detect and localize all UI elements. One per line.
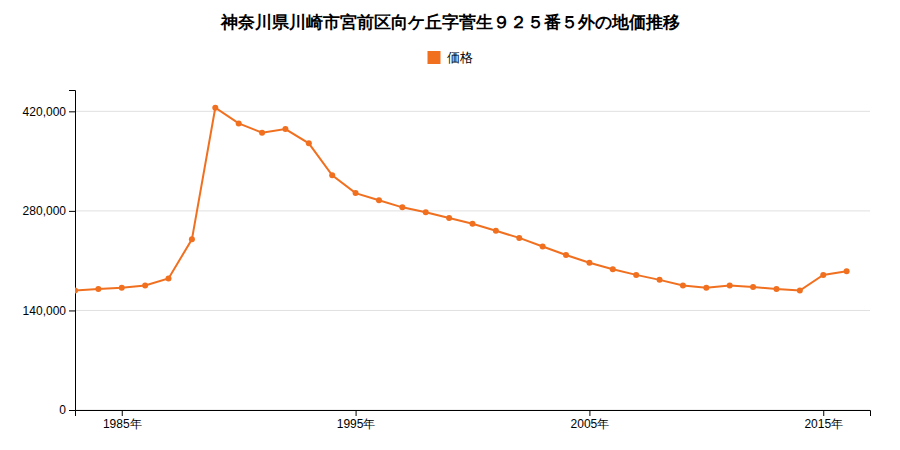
- point: [680, 283, 686, 289]
- y-axis: 0 140,000 280,000 420,000: [23, 91, 76, 418]
- x-tick-label: 2005年: [571, 417, 610, 431]
- point: [423, 209, 429, 215]
- legend: 価格: [428, 50, 473, 65]
- point: [563, 252, 569, 258]
- point: [259, 130, 265, 136]
- point: [703, 285, 709, 291]
- grid-line: [75, 310, 870, 311]
- point: [282, 126, 288, 132]
- x-tick-label: 2015年: [804, 417, 843, 431]
- marks: [75, 105, 850, 294]
- point: [844, 268, 850, 274]
- x-tick: 2005年: [571, 410, 610, 431]
- y-tick-label: 140,000: [23, 304, 67, 318]
- point: [773, 286, 779, 292]
- point: [142, 283, 148, 289]
- point: [797, 288, 803, 294]
- point: [376, 197, 382, 203]
- y-tick: 280,000: [23, 204, 75, 218]
- x-tick-mark: [122, 410, 123, 416]
- grid: [75, 111, 870, 410]
- legend-item: 価格: [428, 50, 473, 65]
- point: [586, 260, 592, 266]
- legend-swatch: [428, 51, 441, 64]
- point: [750, 284, 756, 290]
- x-tick: 2015年: [804, 410, 843, 431]
- point: [610, 266, 616, 272]
- title: 神奈川県川崎市宮前区向ケ丘字菅生９２５番５外の地価推移: [220, 12, 680, 32]
- point: [119, 285, 125, 291]
- x-tick-mark: [356, 410, 357, 416]
- grid-line: [75, 111, 870, 112]
- grid-line: [75, 210, 870, 211]
- y-tick-label: 420,000: [23, 105, 67, 119]
- point: [516, 235, 522, 241]
- y-tick: 0: [59, 403, 75, 417]
- point: [212, 105, 218, 111]
- point: [633, 272, 639, 278]
- point: [493, 228, 499, 234]
- x-tick-mark: [823, 410, 824, 416]
- x-axis: 1985年 1995年 2005年 2015年: [76, 410, 871, 431]
- point: [820, 272, 826, 278]
- point: [95, 286, 101, 292]
- plot: 1985年 1995年 2005年 2015年 0 140,000 280,000 420,0…: [23, 91, 871, 431]
- y-tick: 140,000: [23, 304, 75, 318]
- line: [75, 108, 847, 291]
- point: [236, 120, 242, 126]
- point: [329, 172, 335, 178]
- point: [75, 288, 78, 294]
- point: [353, 190, 359, 196]
- point: [166, 275, 172, 281]
- y-tick-mark: [69, 211, 75, 212]
- point: [306, 140, 312, 146]
- y-tick-label: 280,000: [23, 204, 67, 218]
- point: [727, 283, 733, 289]
- y-tick-mark: [69, 310, 75, 311]
- point: [657, 277, 663, 283]
- point: [540, 243, 546, 249]
- x-tick-mark: [589, 410, 590, 416]
- y-tick: 420,000: [23, 105, 75, 119]
- legend-label: 価格: [447, 50, 473, 65]
- x-axis-line: [76, 411, 871, 417]
- x-tick: 1995年: [337, 410, 376, 431]
- point: [189, 236, 195, 242]
- point: [470, 221, 476, 227]
- point: [446, 215, 452, 221]
- x-tick-label: 1985年: [103, 417, 142, 431]
- x-tick-label: 1995年: [337, 417, 376, 431]
- point: [399, 204, 405, 210]
- y-tick-mark: [69, 410, 75, 411]
- y-axis-line: [69, 91, 76, 411]
- chart: 神奈川県川崎市宮前区向ケ丘字菅生９２５番５外の地価推移 1985年 1995年 200…: [0, 0, 900, 450]
- y-tick-label: 0: [59, 403, 66, 417]
- x-tick: 1985年: [103, 410, 142, 431]
- y-tick-mark: [69, 111, 75, 112]
